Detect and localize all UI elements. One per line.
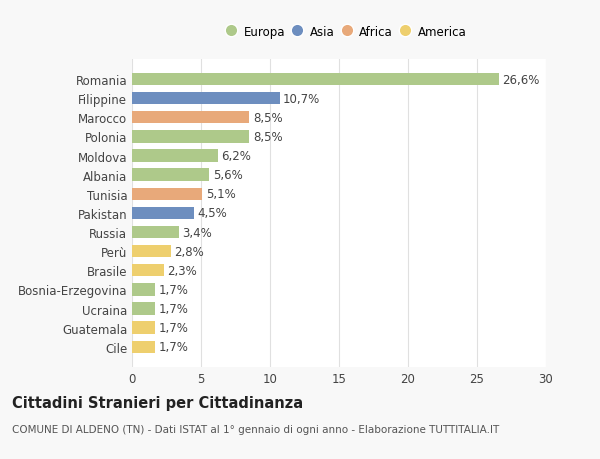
Text: 3,4%: 3,4% [182,226,212,239]
Text: 1,7%: 1,7% [159,302,189,315]
Bar [132,341,155,353]
Legend: Europa, Asia, Africa, America: Europa, Asia, Africa, America [228,26,467,39]
Text: 1,7%: 1,7% [159,321,189,335]
Bar [132,73,499,86]
Bar [132,302,155,315]
Text: 6,2%: 6,2% [221,150,251,162]
Text: Cittadini Stranieri per Cittadinanza: Cittadini Stranieri per Cittadinanza [12,395,303,410]
Text: 1,7%: 1,7% [159,283,189,296]
Bar [132,150,218,162]
Bar [132,226,179,239]
Text: 2,3%: 2,3% [167,264,197,277]
Bar [132,207,194,220]
Bar [132,246,170,258]
Text: 4,5%: 4,5% [197,207,227,220]
Text: 2,8%: 2,8% [174,245,204,258]
Text: 5,1%: 5,1% [206,188,236,201]
Text: 1,7%: 1,7% [159,341,189,353]
Bar [132,322,155,334]
Bar [132,188,202,201]
Bar [132,112,250,124]
Bar [132,284,155,296]
Bar [132,169,209,181]
Bar [132,93,280,105]
Bar [132,131,250,143]
Text: 8,5%: 8,5% [253,112,283,124]
Text: 5,6%: 5,6% [213,169,242,182]
Text: 8,5%: 8,5% [253,131,283,144]
Bar [132,264,164,277]
Text: 26,6%: 26,6% [503,73,540,86]
Text: COMUNE DI ALDENO (TN) - Dati ISTAT al 1° gennaio di ogni anno - Elaborazione TUT: COMUNE DI ALDENO (TN) - Dati ISTAT al 1°… [12,425,499,435]
Text: 10,7%: 10,7% [283,92,320,106]
